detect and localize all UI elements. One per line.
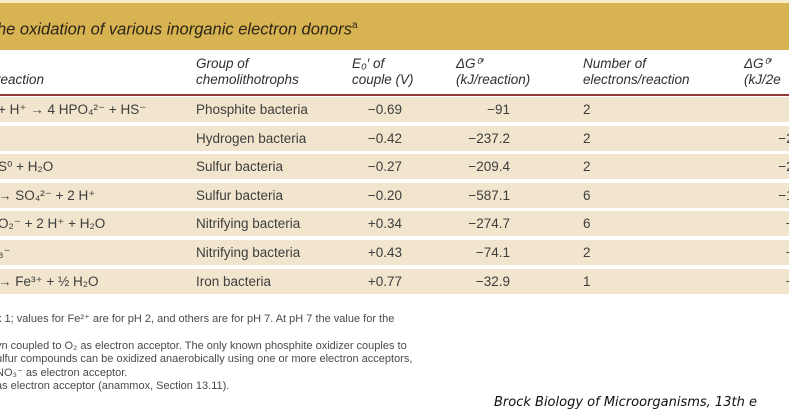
header-electrons: Number of electrons/reaction (583, 56, 690, 87)
electrons-cell: 1 (583, 273, 591, 289)
e0-cell: −0.27 (367, 159, 402, 175)
electrons-cell: 6 (583, 216, 591, 232)
source-citation: Brock Biology of Microorganisms, 13th e (494, 395, 757, 410)
table-row: S⁰ + H₂O Sulfur bacteria −0.27 −209.4 2 … (0, 154, 789, 180)
reaction-cell: S⁰ + H₂O (0, 159, 54, 175)
delta-g-cell: −587.1 (468, 187, 510, 203)
footnote-line: ulfur compounds can be oxidized anaerobi… (0, 353, 413, 365)
delta-g-cell: −237.2 (468, 130, 510, 146)
table-row: → SO₄²⁻ + 2 H⁺ Sulfur bacteria −0.20 −58… (0, 182, 789, 208)
group-cell: Iron bacteria (196, 273, 272, 289)
reaction-cell: + H⁺ → 4 HPO₄²⁻ + HS⁻ (0, 102, 147, 117)
electrons-cell: 2 (583, 159, 591, 175)
delta-g-2e-cell: −195.7 (778, 187, 789, 203)
footnote-line: NO₃⁻ as electron acceptor. (0, 366, 128, 379)
delta-g-2e-cell: −237.2 (778, 130, 789, 146)
delta-g-cell: −74.1 (475, 244, 510, 260)
table-header: reaction Group of chemolithotrophs E₀′ o… (0, 50, 789, 96)
table-row: → Fe³⁺ + ½ H₂O Iron bacteria +0.77 −32.9… (0, 268, 789, 294)
table-title: he oxidation of various inorganic electr… (0, 20, 358, 39)
table-row: Hydrogen bacteria −0.42 −237.2 2 −237.2 (0, 125, 789, 151)
e0-cell: +0.34 (367, 216, 402, 232)
delta-g-cell: −32.9 (475, 273, 510, 289)
electrons-cell: 2 (583, 130, 591, 146)
header-delta-g: ΔG⁰′ (kJ/reaction) (456, 56, 531, 87)
header-reaction: reaction (0, 72, 45, 87)
header-e0: E₀′ of couple (V) (352, 56, 414, 87)
delta-g-cell: −209.4 (468, 159, 510, 175)
delta-g-2e-cell: −209.4 (778, 159, 789, 175)
delta-g-2e-cell: −91.6 (720, 215, 789, 232)
electrons-cell: 2 (583, 244, 591, 260)
reaction-cell: → SO₄²⁻ + 2 H⁺ (0, 187, 96, 203)
table-row: + H⁺ → 4 HPO₄²⁻ + HS⁻ Phosphite bacteria… (0, 97, 789, 122)
reaction-cell: ₃⁻ (0, 244, 11, 260)
footnote-line: vn coupled to O₂ as electron acceptor. T… (0, 339, 407, 352)
e0-cell: +0.43 (367, 244, 402, 260)
table-footnotes: x 1; values for Fe²⁺ are for pH 2, and o… (0, 313, 476, 394)
reaction-cell: → Fe³⁺ + ½ H₂O (0, 273, 99, 289)
table-row: ₃⁻ Nitrifying bacteria +0.43 −74.1 2 −74… (0, 239, 789, 265)
e0-cell: −0.42 (367, 130, 402, 146)
footnote-line: x 1; values for Fe²⁺ are for pH 2, and o… (0, 313, 395, 325)
e0-cell: −0.69 (367, 102, 402, 117)
footnote-line: as electron acceptor (anammox, Section 1… (0, 380, 230, 392)
delta-g-cell: −274.7 (468, 216, 510, 232)
table-row: O₂⁻ + 2 H⁺ + H₂O Nitrifying bacteria +0.… (0, 211, 789, 237)
delta-g-2e-cell: −91 (720, 101, 789, 118)
group-cell: Nitrifying bacteria (196, 244, 301, 260)
header-delta-g-2e: ΔG⁰′ (kJ/2e (744, 56, 781, 87)
electrons-cell: 6 (583, 187, 591, 203)
header-group: Group of chemolithotrophs (196, 56, 299, 87)
group-cell: Sulfur bacteria (196, 159, 284, 175)
e0-cell: −0.20 (367, 187, 402, 203)
table-title-band: he oxidation of various inorganic electr… (0, 0, 789, 50)
reaction-cell: O₂⁻ + 2 H⁺ + H₂O (0, 216, 106, 232)
group-cell: Nitrifying bacteria (196, 216, 301, 232)
table-body: + H⁺ → 4 HPO₄²⁻ + HS⁻ Phosphite bacteria… (0, 97, 789, 297)
electrons-cell: 2 (583, 102, 591, 117)
delta-g-2e-cell: −65.8 (720, 273, 789, 290)
e0-cell: +0.77 (367, 273, 402, 289)
group-cell: Sulfur bacteria (196, 187, 284, 203)
group-cell: Hydrogen bacteria (196, 130, 307, 146)
delta-g-2e-cell: −74.1 (720, 244, 789, 261)
delta-g-cell: −91 (487, 102, 510, 117)
group-cell: Phosphite bacteria (196, 102, 308, 117)
